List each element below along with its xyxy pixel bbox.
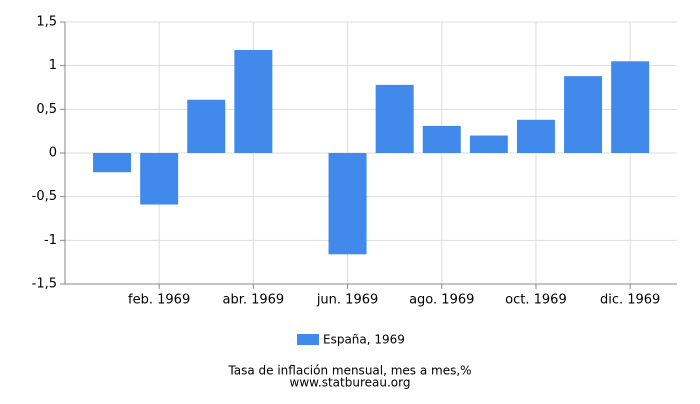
y-tick-label: 1 bbox=[49, 58, 57, 73]
x-tick-label: jun. 1969 bbox=[316, 293, 378, 308]
bar bbox=[469, 135, 508, 153]
bar bbox=[140, 153, 179, 205]
bar bbox=[93, 153, 132, 173]
legend-swatch bbox=[297, 334, 319, 345]
y-tick-label: -0,5 bbox=[32, 189, 57, 204]
legend-label: España, 1969 bbox=[323, 333, 405, 347]
y-tick-label: 0,5 bbox=[36, 102, 57, 117]
bar bbox=[564, 76, 603, 153]
y-tick-label: -1,5 bbox=[32, 277, 57, 292]
x-tick-label: dic. 1969 bbox=[600, 293, 660, 308]
x-tick-label: abr. 1969 bbox=[222, 293, 284, 308]
y-tick-label: 1,5 bbox=[36, 15, 57, 30]
bar bbox=[422, 125, 461, 153]
bar bbox=[516, 119, 555, 153]
bar bbox=[611, 61, 650, 153]
bar bbox=[375, 84, 414, 153]
bar bbox=[234, 49, 273, 153]
y-tick-label: 0 bbox=[49, 146, 57, 161]
y-tick-label: -1 bbox=[44, 233, 57, 248]
x-tick-label: feb. 1969 bbox=[128, 293, 190, 308]
bar bbox=[328, 153, 367, 255]
source: www.statbureau.org bbox=[290, 376, 411, 390]
chart-title: Tasa de inflación mensual, mes a mes,% bbox=[227, 364, 471, 378]
x-tick-label: ago. 1969 bbox=[409, 293, 474, 308]
bar bbox=[187, 99, 226, 153]
x-tick-label: oct. 1969 bbox=[505, 293, 567, 308]
